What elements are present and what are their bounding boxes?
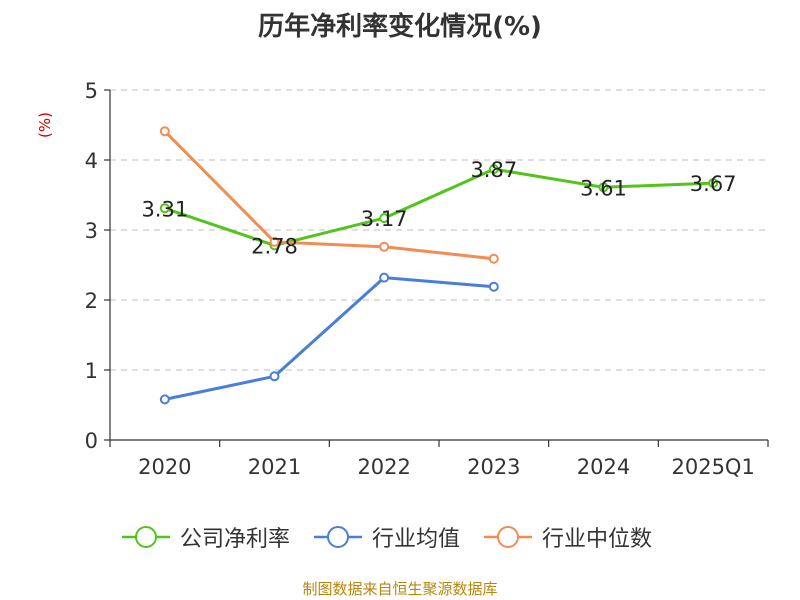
data-label: 3.67 (690, 172, 737, 196)
legend-label: 公司净利率 (180, 527, 291, 552)
legend-swatch (122, 526, 170, 548)
data-point (488, 164, 499, 175)
chart-title: 历年净利率变化情况(%) (258, 12, 542, 42)
data-point (598, 182, 609, 193)
data-label: 3.61 (580, 176, 627, 200)
grid-lines (110, 89, 768, 371)
data-point (379, 272, 390, 283)
data-point (269, 236, 280, 247)
y-tick-label: 0 (85, 429, 98, 453)
y-axis-label: (%) (36, 112, 54, 138)
legend-label: 行业均值 (372, 527, 461, 552)
data-label: 3.87 (470, 158, 517, 182)
data-point (159, 203, 170, 214)
data-point (488, 281, 499, 292)
series-line-2 (163, 130, 494, 261)
x-tick-label: 2020 (138, 455, 191, 479)
legend-item[interactable]: 公司净利率 (120, 521, 290, 553)
data-point (159, 394, 170, 405)
legend-swatch (484, 526, 533, 548)
data-point (708, 178, 719, 189)
data-point (159, 126, 170, 137)
y-axis: 0 1 2 3 4 5 (85, 79, 111, 453)
data-label: 3.17 (361, 207, 408, 231)
series-lines (159, 126, 719, 405)
data-labels: 3.31 2.78 3.17 3.87 3.61 3.67 (141, 158, 736, 258)
y-tick-label: 5 (85, 79, 98, 103)
y-tick-label: 2 (85, 289, 98, 313)
y-tick-label: 4 (85, 149, 98, 173)
legend-label: 行业中位数 (542, 527, 653, 552)
x-tick-label: 2023 (467, 455, 520, 479)
data-point (379, 241, 390, 252)
series-line-0 (164, 167, 714, 247)
legend-swatch (314, 526, 363, 548)
data-point (379, 213, 390, 224)
data-point (488, 253, 499, 264)
series-line-1 (164, 276, 494, 401)
legend: 公司净利率 行业均值 行业中位数 (120, 520, 652, 554)
y-tick-label: 3 (85, 219, 98, 243)
x-tick-label: 2025Q1 (671, 455, 754, 479)
x-tick-label: 2024 (577, 455, 630, 479)
legend-item[interactable]: 行业中位数 (482, 521, 652, 553)
x-tick-label: 2022 (357, 455, 410, 479)
data-point (269, 371, 280, 382)
y-tick-label: 1 (85, 359, 98, 383)
x-axis: 2020 2021 2022 2023 2024 2025Q1 (109, 439, 769, 479)
x-tick-label: 2021 (248, 455, 301, 479)
source-note: 制图数据来自恒生聚源数据库 (302, 580, 498, 598)
data-label: 2.78 (251, 234, 298, 258)
data-label: 3.31 (141, 197, 188, 221)
legend-item[interactable]: 行业均值 (312, 521, 460, 553)
